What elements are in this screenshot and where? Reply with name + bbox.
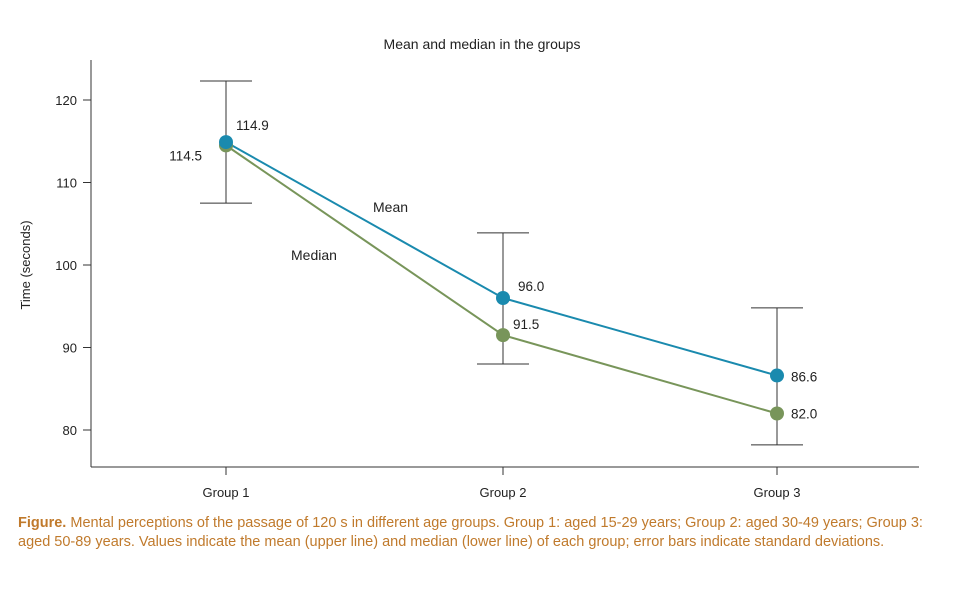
y-tick-label: 90 <box>63 341 77 356</box>
data-label-median: 82.0 <box>791 407 817 422</box>
x-tick-label: Group 3 <box>754 485 801 500</box>
data-label-mean: 86.6 <box>791 370 817 385</box>
figure-caption: Figure. Mental perceptions of the passag… <box>18 514 943 552</box>
caption-lead: Figure. <box>18 515 67 531</box>
data-point-mean <box>770 368 784 383</box>
x-tick-label: Group 2 <box>480 485 527 500</box>
data-point-median <box>496 328 510 343</box>
y-tick-label: 100 <box>55 258 77 273</box>
data-label-mean: 114.9 <box>236 118 269 133</box>
x-tick-label: Group 1 <box>203 485 250 500</box>
chart-title: Mean and median in the groups <box>384 36 581 52</box>
data-point-mean <box>219 135 233 150</box>
chart: Mean and median in the groups Time (seco… <box>18 36 919 500</box>
data-label-median: 114.5 <box>169 148 202 163</box>
data-label-median: 91.5 <box>513 317 539 332</box>
series-line-median <box>225 144 778 415</box>
data-point-mean <box>496 291 510 305</box>
y-tick-label: 110 <box>56 176 77 191</box>
y-tick-label: 80 <box>63 423 77 438</box>
y-tick-label: 120 <box>55 93 77 108</box>
y-axis-label: Time (seconds) <box>18 220 33 309</box>
caption-text: Mental perceptions of the passage of 120… <box>18 515 923 550</box>
data-point-median <box>770 406 784 421</box>
series-label-mean: Mean <box>373 199 408 215</box>
series-label-median: Median <box>291 247 337 263</box>
data-label-mean: 96.0 <box>518 279 544 294</box>
